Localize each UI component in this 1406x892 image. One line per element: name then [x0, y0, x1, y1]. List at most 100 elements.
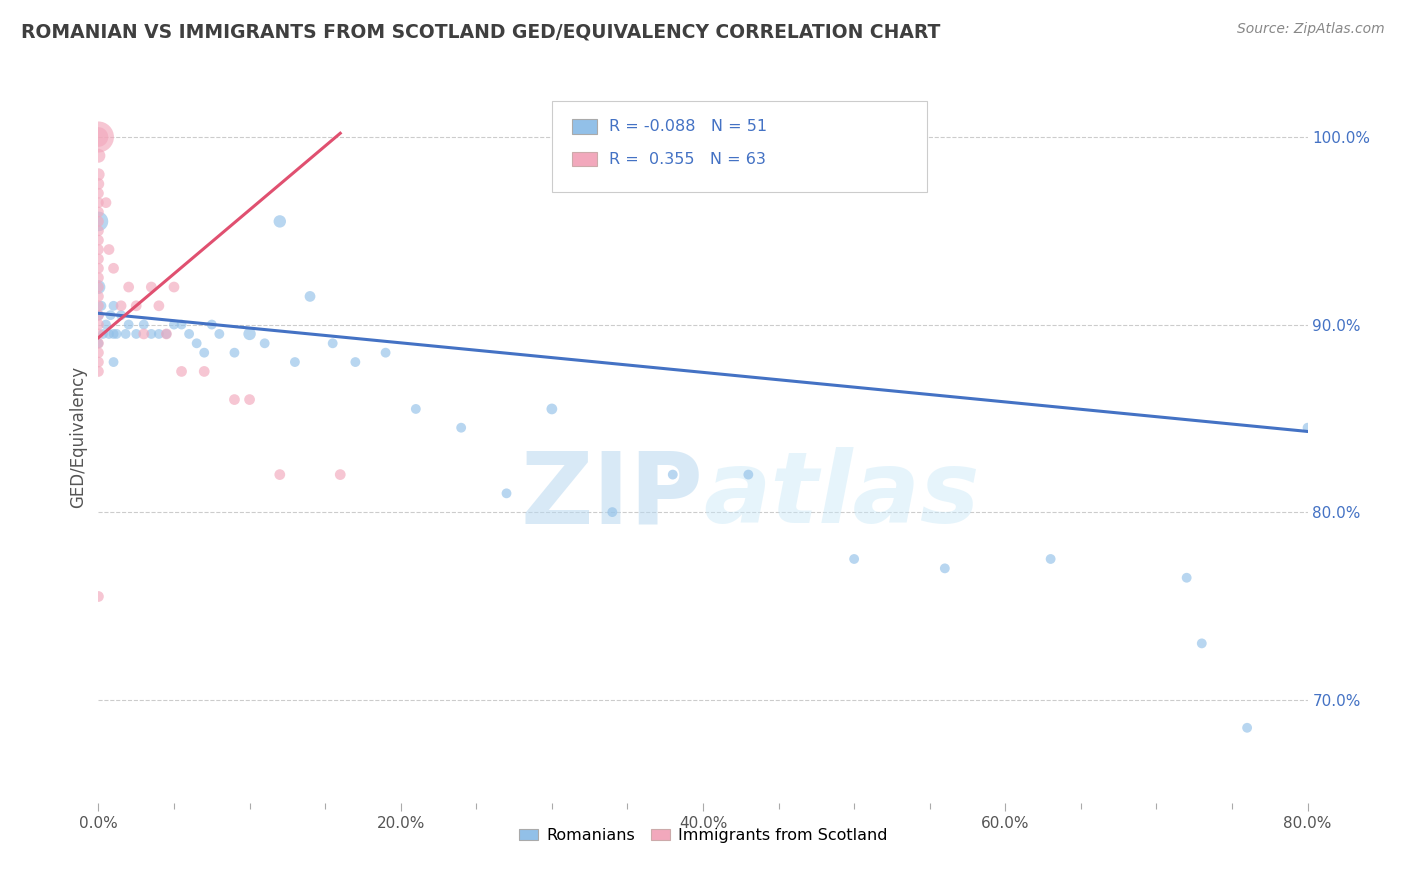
- Point: [329, 467, 352, 482]
- Point: [87, 214, 110, 228]
- Point: [374, 345, 396, 359]
- Point: [132, 326, 155, 341]
- Point: [208, 326, 231, 341]
- Text: atlas: atlas: [703, 447, 980, 544]
- Point: [87, 186, 110, 201]
- Point: [103, 326, 125, 341]
- Point: [118, 280, 141, 294]
- Point: [87, 289, 110, 303]
- Point: [94, 195, 117, 210]
- Point: [148, 299, 170, 313]
- Point: [87, 336, 110, 351]
- Point: [737, 467, 759, 482]
- Point: [125, 299, 148, 313]
- FancyBboxPatch shape: [572, 152, 596, 167]
- Point: [87, 299, 110, 313]
- Point: [87, 243, 110, 257]
- Point: [87, 318, 110, 332]
- Point: [450, 420, 472, 434]
- Y-axis label: GED/Equivalency: GED/Equivalency: [69, 366, 87, 508]
- Point: [87, 326, 110, 341]
- Point: [170, 318, 193, 332]
- Point: [87, 252, 110, 266]
- Point: [87, 195, 110, 210]
- Point: [1296, 420, 1319, 434]
- Point: [269, 467, 291, 482]
- Point: [284, 355, 307, 369]
- Point: [90, 299, 112, 313]
- Point: [110, 299, 132, 313]
- FancyBboxPatch shape: [551, 101, 927, 192]
- Point: [114, 326, 136, 341]
- Point: [1191, 636, 1213, 650]
- Point: [540, 401, 562, 416]
- Point: [495, 486, 517, 500]
- Point: [103, 299, 125, 313]
- Point: [98, 326, 121, 341]
- Point: [193, 364, 215, 378]
- Text: ZIP: ZIP: [520, 447, 703, 544]
- Point: [179, 326, 201, 341]
- Point: [602, 505, 624, 519]
- Point: [193, 345, 215, 359]
- Point: [91, 326, 114, 341]
- Point: [163, 280, 186, 294]
- Point: [155, 326, 177, 341]
- Point: [253, 336, 276, 351]
- Point: [87, 308, 110, 322]
- Point: [98, 243, 121, 257]
- Point: [87, 280, 110, 294]
- Point: [87, 355, 110, 369]
- Point: [103, 261, 125, 276]
- Point: [141, 280, 163, 294]
- Point: [239, 326, 262, 341]
- Point: [87, 177, 110, 191]
- Point: [224, 345, 246, 359]
- Point: [118, 318, 141, 332]
- Point: [844, 552, 866, 566]
- FancyBboxPatch shape: [572, 119, 596, 134]
- Point: [269, 214, 291, 228]
- Point: [132, 318, 155, 332]
- Point: [201, 318, 224, 332]
- Point: [87, 168, 110, 182]
- Point: [87, 336, 110, 351]
- Point: [155, 326, 177, 341]
- Point: [344, 355, 367, 369]
- Point: [87, 130, 110, 145]
- Point: [87, 149, 110, 163]
- Point: [105, 326, 128, 341]
- Point: [87, 261, 110, 276]
- Point: [87, 308, 110, 322]
- Point: [1236, 721, 1258, 735]
- Point: [141, 326, 163, 341]
- Point: [87, 205, 110, 219]
- Point: [934, 561, 956, 575]
- Point: [148, 326, 170, 341]
- Point: [94, 318, 117, 332]
- Point: [186, 336, 208, 351]
- Point: [87, 233, 110, 247]
- Point: [87, 280, 110, 294]
- Point: [103, 355, 125, 369]
- Text: ROMANIAN VS IMMIGRANTS FROM SCOTLAND GED/EQUIVALENCY CORRELATION CHART: ROMANIAN VS IMMIGRANTS FROM SCOTLAND GED…: [21, 22, 941, 41]
- Text: R = -0.088   N = 51: R = -0.088 N = 51: [609, 119, 766, 134]
- Point: [87, 345, 110, 359]
- Point: [110, 308, 132, 322]
- Point: [87, 364, 110, 378]
- Point: [661, 467, 683, 482]
- Point: [1175, 571, 1198, 585]
- Point: [1039, 552, 1062, 566]
- Point: [163, 318, 186, 332]
- Point: [224, 392, 246, 407]
- Point: [87, 224, 110, 238]
- Point: [170, 364, 193, 378]
- Point: [100, 308, 122, 322]
- Legend: Romanians, Immigrants from Scotland: Romanians, Immigrants from Scotland: [512, 822, 894, 850]
- Point: [125, 326, 148, 341]
- Text: Source: ZipAtlas.com: Source: ZipAtlas.com: [1237, 22, 1385, 37]
- Point: [405, 401, 427, 416]
- Point: [87, 130, 110, 145]
- Point: [322, 336, 344, 351]
- Point: [87, 270, 110, 285]
